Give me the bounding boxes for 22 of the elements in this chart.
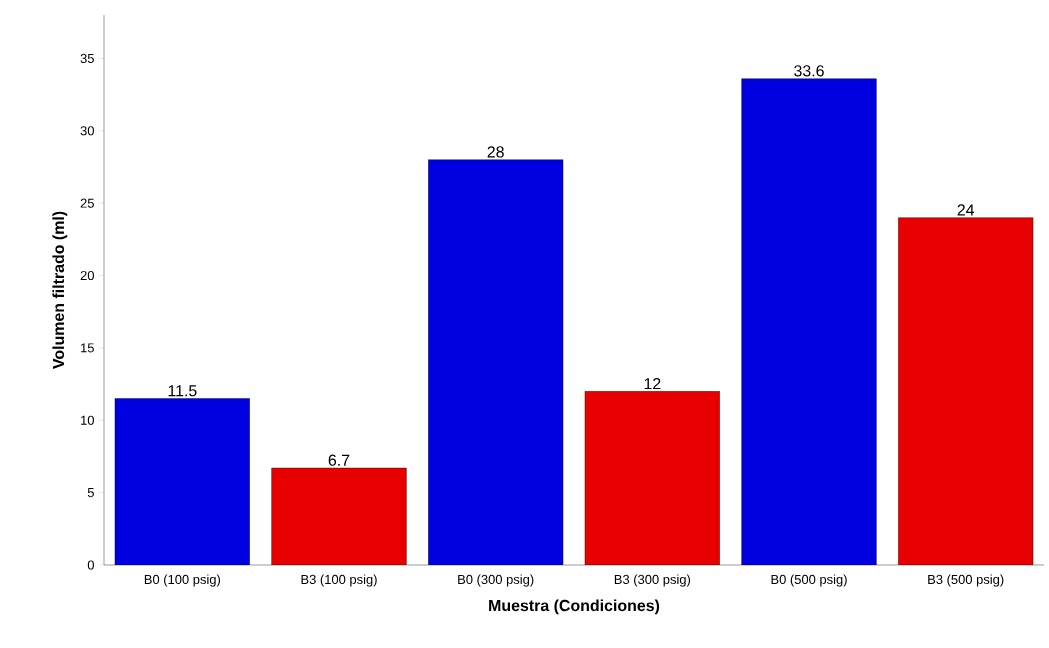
y-tick-label: 10: [81, 415, 94, 425]
data-label: 11.5: [168, 385, 197, 397]
x-tick-label: B0 (100 psig): [144, 574, 221, 587]
y-axis-title: Volumen filtrado (ml): [52, 211, 68, 369]
y-tick-label: 20: [80, 270, 94, 281]
data-label: 24: [957, 204, 975, 216]
y-tick-label: 30: [80, 126, 94, 136]
data-label: 33.6: [794, 65, 824, 77]
y-tick-label: 15: [81, 343, 94, 353]
data-label: 28: [487, 146, 504, 158]
x-tick-label: B0 (300 psig): [458, 574, 534, 587]
x-tick-label: B3 (100 psig): [301, 574, 377, 587]
x-tick-label: B3 (300 psig): [614, 574, 691, 587]
x-axis-title: Muestra (Condiciones): [489, 599, 660, 615]
y-tick-label: 35: [80, 53, 94, 63]
data-label: 12: [644, 377, 661, 390]
x-tick-label: B0 (500 psig): [771, 574, 847, 587]
data-label: 6.7: [328, 454, 350, 466]
y-tick-label: 5: [87, 488, 94, 498]
x-tick-label: B3 (500 psig): [928, 574, 1004, 587]
y-tick-label: 25: [80, 198, 94, 208]
y-tick-label: 0: [87, 560, 94, 570]
